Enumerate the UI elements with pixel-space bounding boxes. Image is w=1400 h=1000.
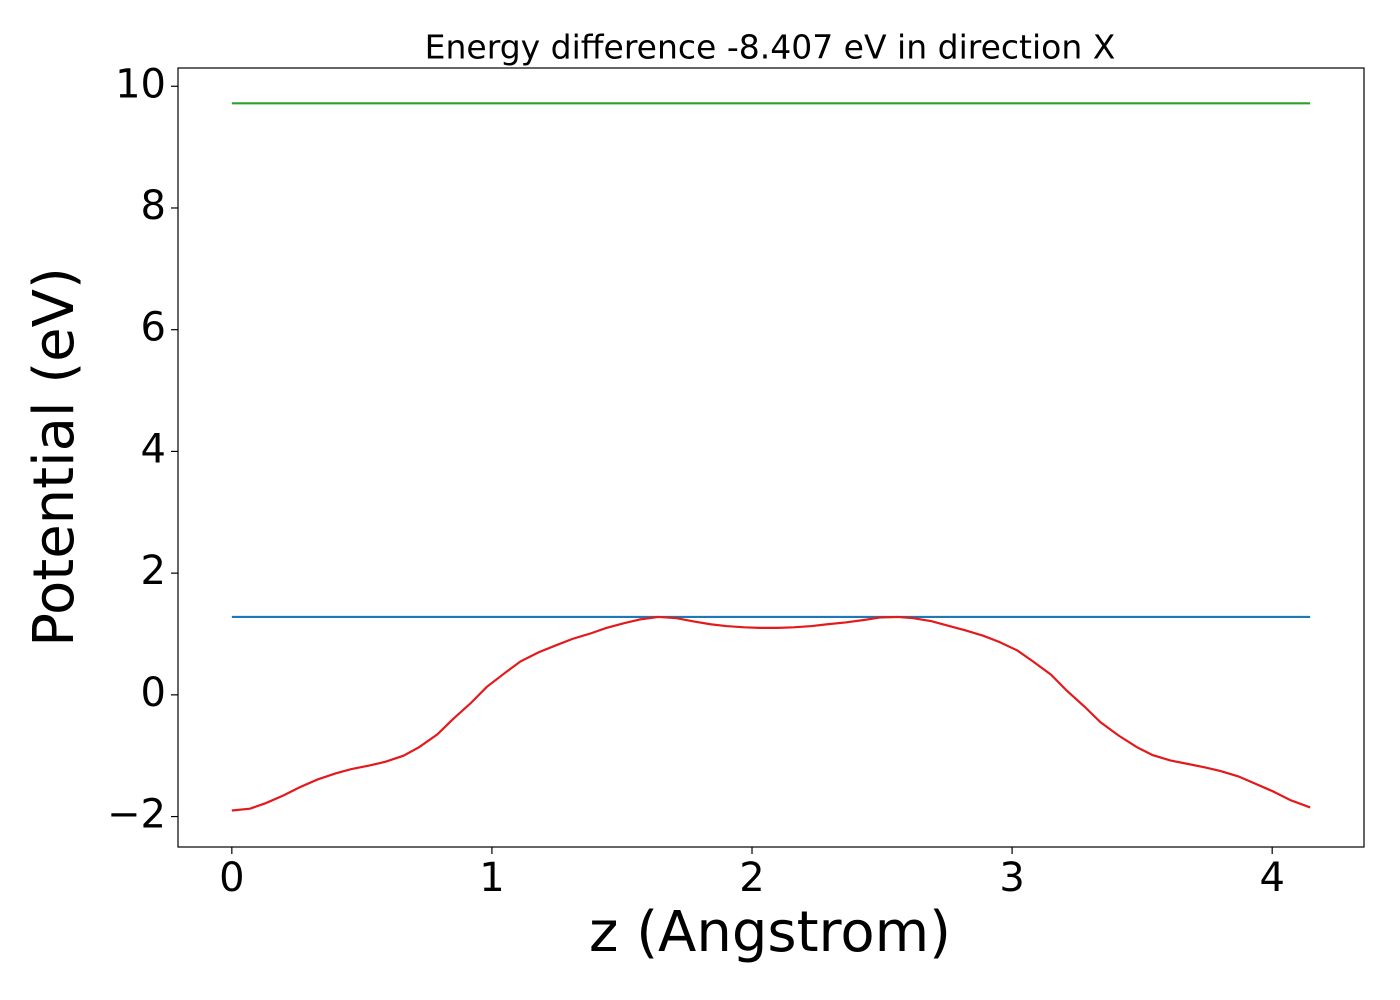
x-tick-label: 0 [219, 855, 244, 901]
plot-frame [177, 67, 1365, 848]
line-series [231, 615, 1311, 812]
x-tick-label: 3 [999, 855, 1024, 901]
chart-title: Energy difference -8.407 eV in direction… [425, 28, 1116, 67]
y-tick-label: 4 [141, 426, 166, 472]
x-tick-label: 2 [739, 855, 764, 901]
y-axis-label: Potential (eV) [22, 267, 87, 647]
x-tick-label: 1 [479, 855, 504, 901]
y-tick-label: 6 [141, 305, 166, 351]
x-axis-label: z (Angstrom) [589, 900, 951, 965]
y-tick-label: 8 [141, 183, 166, 229]
y-tick-label: −2 [107, 792, 166, 838]
y-tick-label: 0 [141, 670, 166, 716]
y-tick-label: 10 [115, 61, 166, 107]
x-tick-label: 4 [1259, 855, 1284, 901]
y-tick-label: 2 [141, 548, 166, 594]
